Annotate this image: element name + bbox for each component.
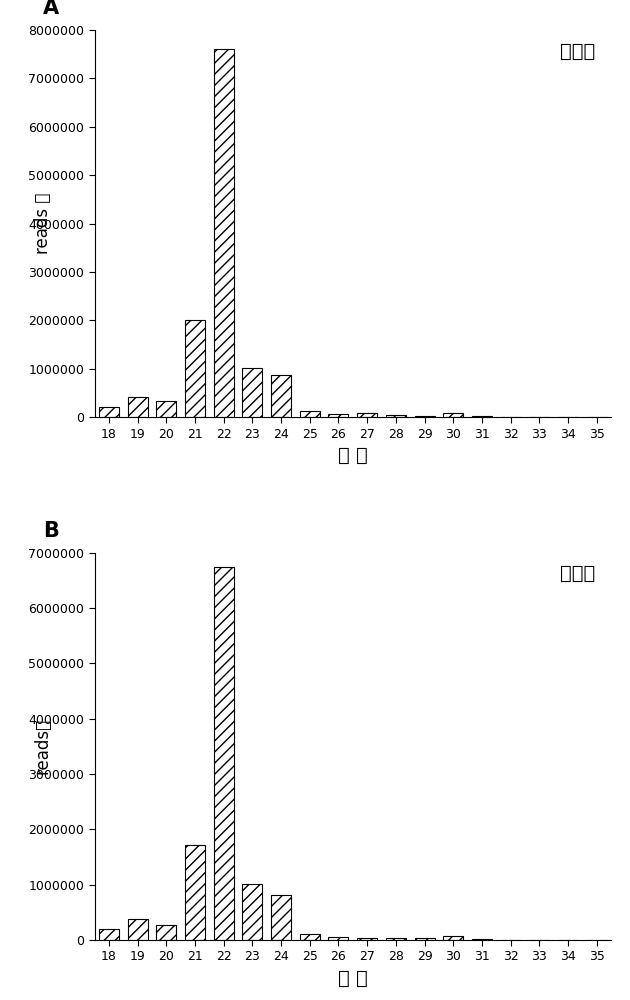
- Bar: [214, 567, 234, 940]
- X-axis label: 长 度: 长 度: [338, 446, 368, 465]
- Bar: [328, 937, 348, 940]
- Text: 试验组: 试验组: [560, 564, 595, 583]
- Bar: [271, 895, 291, 940]
- Bar: [443, 936, 463, 940]
- Bar: [386, 938, 406, 940]
- Bar: [243, 368, 262, 417]
- Bar: [127, 919, 147, 940]
- Text: reads 数: reads 数: [34, 193, 52, 254]
- Bar: [185, 845, 205, 940]
- Bar: [156, 401, 176, 417]
- Bar: [415, 416, 435, 417]
- Bar: [357, 413, 377, 417]
- Text: 对照组: 对照组: [560, 42, 595, 61]
- Bar: [271, 375, 291, 417]
- Bar: [386, 415, 406, 417]
- Bar: [415, 938, 435, 940]
- Bar: [443, 413, 463, 417]
- Bar: [156, 925, 176, 940]
- Bar: [127, 397, 147, 417]
- Bar: [99, 407, 119, 417]
- Bar: [99, 929, 119, 940]
- Bar: [243, 884, 262, 940]
- X-axis label: 长 度: 长 度: [338, 969, 368, 988]
- Bar: [357, 938, 377, 940]
- Text: B: B: [43, 521, 59, 541]
- Bar: [328, 414, 348, 417]
- Bar: [185, 320, 205, 417]
- Text: reads数: reads数: [34, 718, 52, 774]
- Bar: [214, 49, 234, 417]
- Bar: [300, 411, 320, 417]
- Bar: [300, 934, 320, 940]
- Text: A: A: [43, 0, 59, 18]
